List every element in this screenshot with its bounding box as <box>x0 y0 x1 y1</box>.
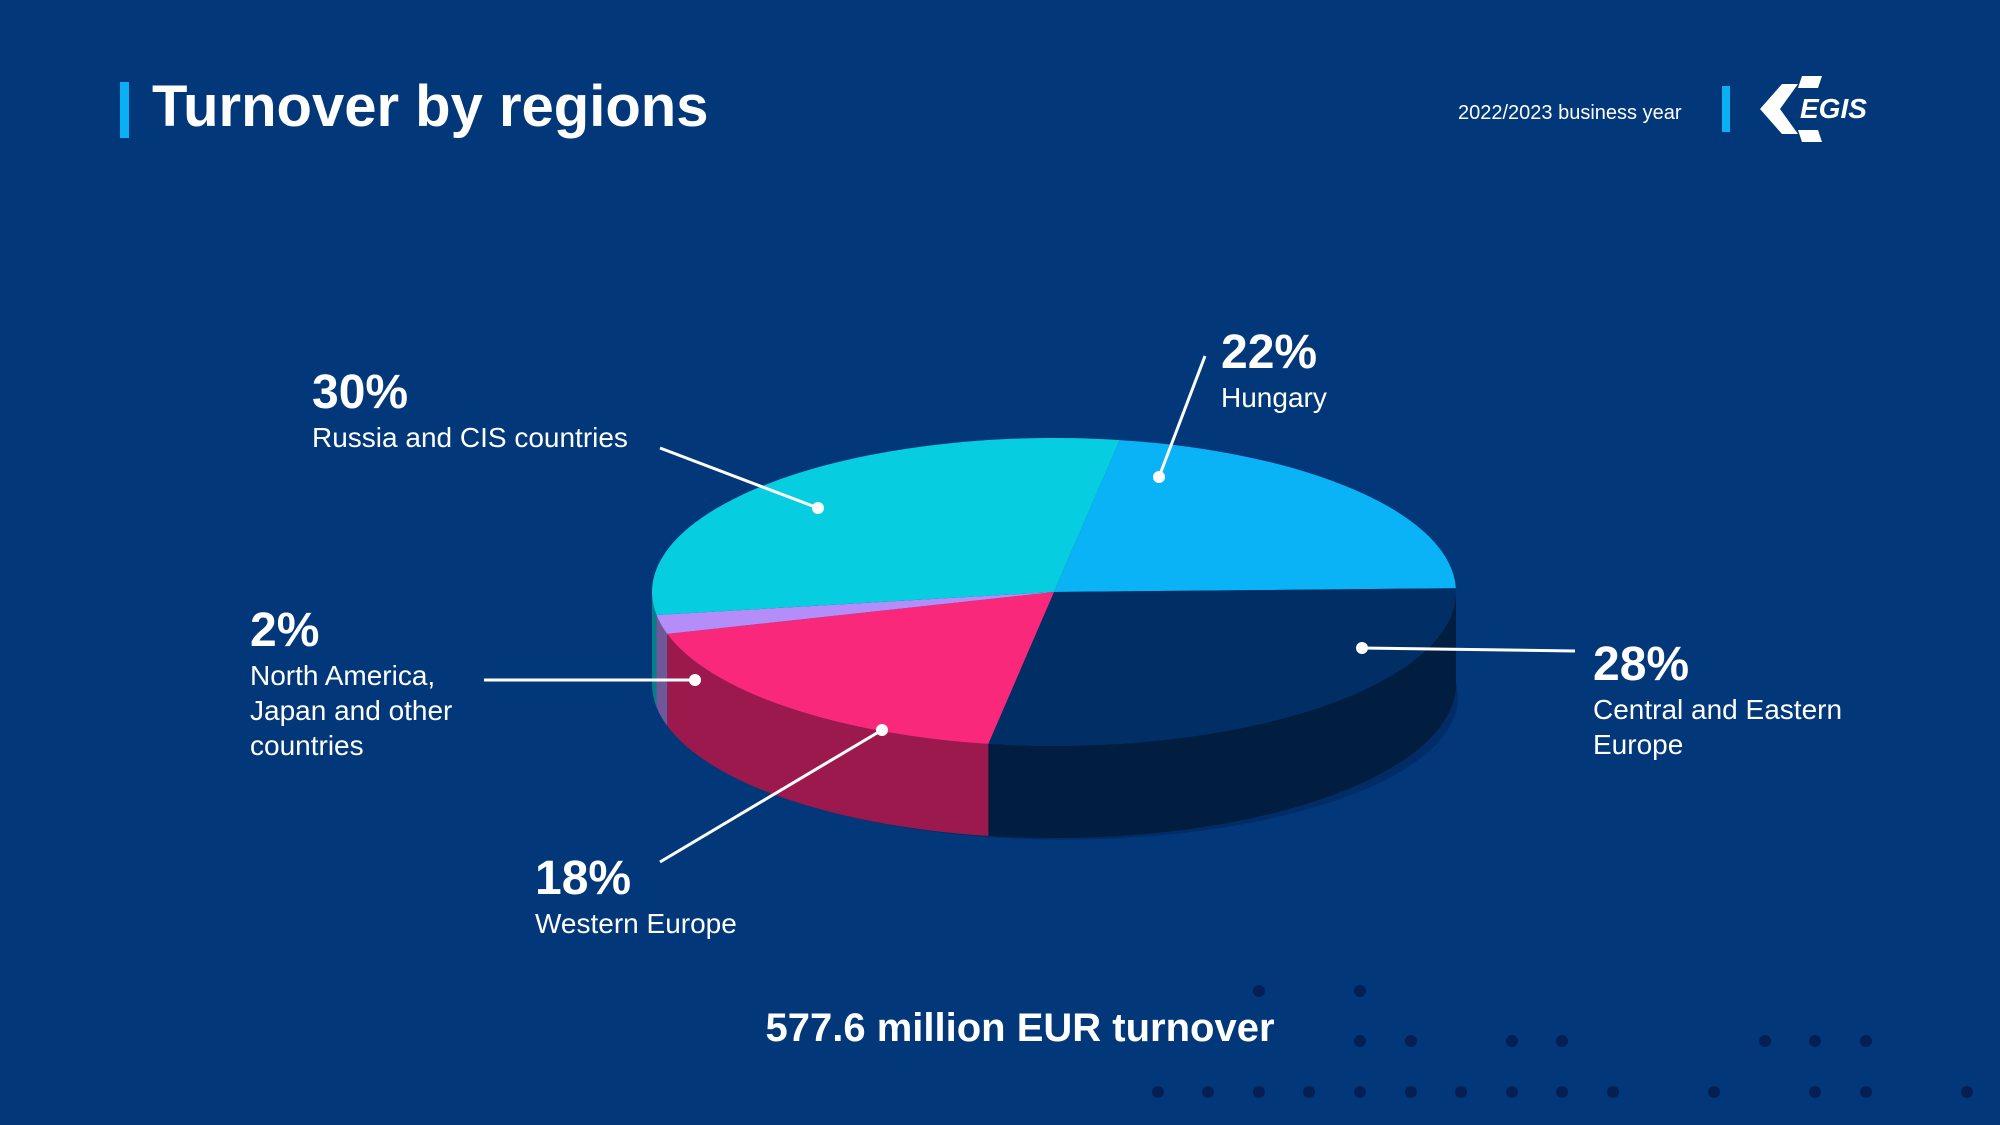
label-hungary-name: Hungary <box>1221 382 1327 413</box>
leader-dot-0 <box>1153 471 1165 483</box>
pie-slice-1 <box>988 588 1456 746</box>
label-central-eastern-europe: 28% Central and Eastern Europe <box>1593 638 1893 762</box>
label-western-europe: 18% Western Europe <box>535 852 737 941</box>
label-north-america-value: 2% <box>250 604 320 657</box>
leader-line-0 <box>1157 355 1207 478</box>
label-western-europe-value: 18% <box>535 852 632 905</box>
total-turnover: 577.6 million EUR turnover <box>765 1006 1275 1050</box>
leader-dot-1 <box>1356 642 1368 654</box>
business-year-label: 2022/2023 business year <box>1458 102 1682 124</box>
label-north-america: 2% North America, Japan and other countr… <box>250 604 500 763</box>
label-hungary: 22% Hungary <box>1221 326 1327 415</box>
pie-slice-4 <box>652 437 1120 616</box>
page-title: Turnover by regions <box>152 74 709 139</box>
leader-line-4 <box>659 446 819 510</box>
pie-slice-3 <box>656 592 1054 634</box>
label-hungary-value: 22% <box>1221 326 1318 379</box>
pie-slice-2 <box>667 592 1054 744</box>
label-cee-value: 28% <box>1593 638 1690 691</box>
egis-logo-icon <box>1760 76 1822 142</box>
leader-line-1 <box>1361 646 1576 653</box>
label-russia-value: 30% <box>312 366 409 419</box>
label-russia-name: Russia and CIS countries <box>312 422 628 453</box>
label-russia: 30% Russia and CIS countries <box>312 366 628 455</box>
label-cee-name: Central and Eastern Europe <box>1593 694 1843 760</box>
pie-side-2-0 <box>667 633 989 836</box>
label-western-europe-name: Western Europe <box>535 908 737 939</box>
pie-side-4-0 <box>652 592 657 708</box>
header-divider-bar <box>1722 86 1730 132</box>
label-north-america-name: North America, Japan and other countries <box>250 660 453 761</box>
leader-dot-3 <box>689 674 701 686</box>
leader-dot-2 <box>876 724 888 736</box>
egis-logo-text: EGIS <box>1800 93 1867 124</box>
leader-line-2 <box>659 728 883 864</box>
leader-dot-4 <box>812 502 824 514</box>
pie-side-1-0 <box>988 592 1456 838</box>
pie-side-3-0 <box>656 615 668 726</box>
title-accent-bar <box>120 82 129 138</box>
